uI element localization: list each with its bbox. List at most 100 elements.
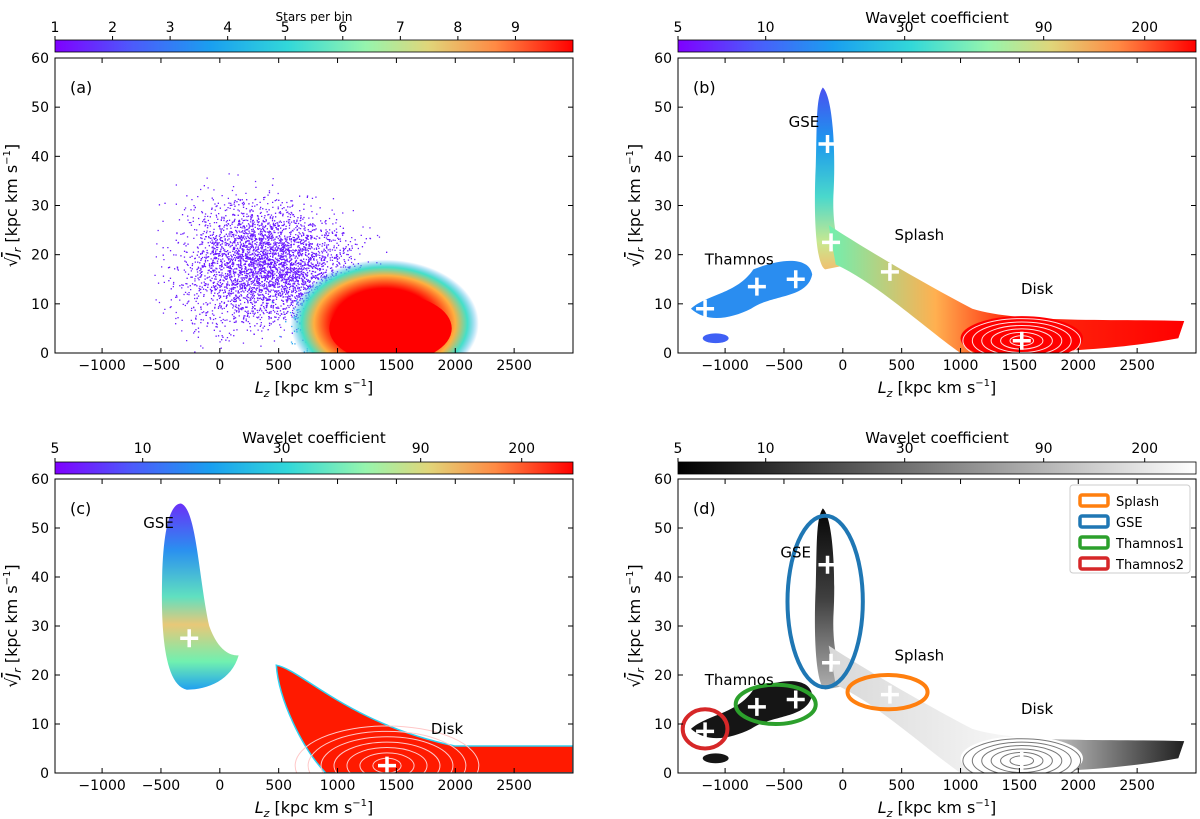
peak-marker: [818, 135, 837, 154]
disk-region: [275, 664, 573, 773]
panel-label-a: (a): [70, 78, 92, 97]
x-tick-label: 0: [215, 358, 224, 374]
disk-contour: [307, 730, 467, 773]
legend-label-thamnos1: Thamnos1: [1115, 537, 1184, 552]
splash-disk-band: [828, 225, 1185, 353]
colorbar-tick-label-d: 30: [896, 441, 914, 457]
y-tick-label: 0: [40, 766, 49, 782]
x-tick-label: 500: [888, 358, 915, 374]
colorbar-tick-label-a: 5: [281, 20, 290, 36]
y-tick-label: 20: [654, 668, 672, 684]
annotation-disk: Disk: [431, 720, 464, 738]
y-tick-label: 30: [31, 619, 49, 635]
annotation-splash: Splash: [894, 646, 944, 664]
y-tick-label: 10: [654, 297, 672, 313]
thamnos-region: [690, 681, 813, 739]
peak-marker: [822, 233, 841, 252]
x-tick-label: −500: [142, 778, 180, 794]
y-tick-label: 50: [654, 521, 672, 537]
ellipse-thamnos1: [733, 682, 818, 727]
colorbar-title-d: Wavelet coefficient: [865, 429, 1009, 447]
x-tick-label: −1000: [78, 778, 125, 794]
colorbar-tick-label-a: 4: [223, 20, 232, 36]
x-tick-label: 500: [265, 778, 292, 794]
y-tick-label: 0: [663, 346, 672, 362]
gse-region: [161, 503, 239, 690]
disk-contour: [971, 741, 1072, 773]
annotation-gse: GSE: [143, 514, 174, 532]
peak-marker: [786, 690, 805, 709]
legend-label-splash: Splash: [1116, 495, 1159, 510]
x-tick-label: 1000: [320, 778, 356, 794]
annotation-gse: GSE: [780, 543, 811, 561]
x-tick-label: 1500: [379, 358, 415, 374]
colorbar-tick-label-b: 200: [1131, 20, 1158, 36]
colorbar-tick-label-a: 1: [51, 20, 60, 36]
y-tick-label: 0: [40, 346, 49, 362]
y-tick-label: 10: [654, 717, 672, 733]
legend-label-gse: GSE: [1116, 516, 1143, 531]
peak-marker: [1012, 751, 1031, 770]
y-tick-label: 50: [31, 100, 49, 116]
x-axis-label: Lz [kpc km s−1]: [878, 798, 997, 819]
y-axis-label: √Jr [kpc km s−1]: [625, 144, 647, 267]
panel-label-c: (c): [70, 499, 91, 518]
y-tick-label: 40: [31, 570, 49, 586]
annotation-thamnos: Thamnos: [704, 671, 774, 689]
x-tick-label: −1000: [78, 358, 125, 374]
x-tick-label: 1500: [1002, 358, 1038, 374]
peak-marker: [880, 685, 899, 704]
y-tick-label: 40: [31, 149, 49, 165]
annotation-disk: Disk: [1021, 700, 1054, 718]
colorbar-tick-label-d: 90: [1035, 441, 1053, 457]
x-tick-label: 2500: [496, 778, 532, 794]
y-tick-label: 30: [654, 619, 672, 635]
disk-contour: [981, 324, 1063, 353]
scatter-points: [154, 173, 392, 353]
disk-contour: [971, 321, 1072, 353]
plot-area-b: [690, 87, 1185, 353]
small-blob: [702, 333, 729, 344]
panel-label-d: (d): [693, 499, 716, 518]
disk-contour: [359, 752, 415, 773]
colorbar-tick-label-b: 5: [674, 20, 683, 36]
annotation-gse: GSE: [789, 113, 820, 131]
colorbar-tick-label-c: 200: [508, 441, 535, 457]
colorbar-tick-label-c: 10: [134, 441, 152, 457]
y-axis-label: √Jr [kpc km s−1]: [625, 564, 647, 687]
x-tick-label: 1000: [943, 778, 979, 794]
legend-swatch-splash: [1078, 493, 1110, 508]
y-tick-label: 60: [654, 51, 672, 67]
colorbar-tick-label-a: 9: [511, 20, 520, 36]
ellipse-gse: [785, 513, 865, 690]
disk-contour: [981, 745, 1063, 773]
y-tick-label: 60: [31, 51, 49, 67]
y-tick-label: 0: [663, 766, 672, 782]
x-tick-label: 500: [888, 778, 915, 794]
ellipse-thamnos2: [680, 707, 730, 751]
colorbar-tick-label-a: 3: [166, 20, 175, 36]
plot-area-d: [680, 508, 1185, 773]
disk-contour: [333, 741, 441, 773]
y-tick-label: 50: [31, 521, 49, 537]
colorbar-tick-label-a: 2: [108, 20, 117, 36]
legend-label-thamnos2: Thamnos2: [1115, 558, 1184, 573]
colorbar-d: [677, 461, 1197, 475]
peak-marker: [747, 697, 766, 716]
x-tick-label: −1000: [701, 778, 748, 794]
y-tick-label: 60: [654, 472, 672, 488]
peak-marker: [822, 653, 841, 672]
colorbar-tick-label-c: 5: [51, 441, 60, 457]
x-tick-label: −1000: [701, 358, 748, 374]
plot-area-c: [161, 503, 573, 773]
colorbar-tick-label-d: 5: [674, 441, 683, 457]
panel-label-b: (b): [693, 78, 716, 97]
x-axis-label: Lz [kpc km s−1]: [878, 378, 997, 400]
y-tick-label: 40: [654, 570, 672, 586]
y-tick-label: 20: [31, 248, 49, 264]
splash-disk-band: [828, 645, 1185, 773]
y-tick-label: 20: [31, 668, 49, 684]
